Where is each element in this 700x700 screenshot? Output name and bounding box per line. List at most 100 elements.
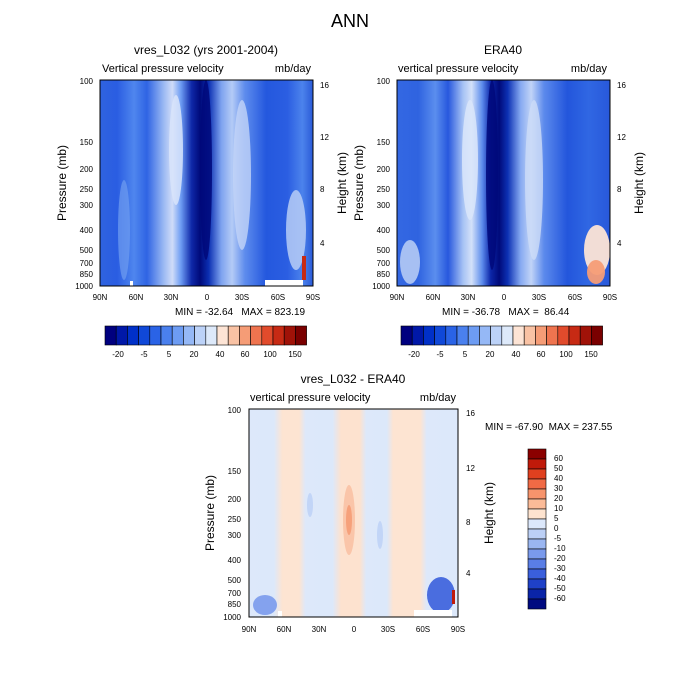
figure-title: ANN	[331, 11, 369, 31]
colorbar-swatch	[546, 325, 559, 346]
colorbar-label: 5	[463, 350, 468, 359]
panel-model-colorbar-labels: -20 -5 5 20 40 60 100 150	[112, 350, 302, 359]
colorbar-swatch	[115, 325, 128, 346]
panel-obs-stats: MIN = -36.78 MAX = 86.44	[442, 307, 570, 318]
y-tick-label: 200	[228, 495, 242, 504]
colorbar-swatch	[261, 325, 274, 346]
panel-model: vres_L032 (yrs 2001-2004) Vertical press…	[55, 43, 349, 359]
y-tick-label: 100	[228, 406, 242, 415]
colorbar-swatch	[283, 325, 296, 346]
panel-diff-y2-ticks: 16 12 8 4	[466, 409, 475, 578]
field-contour	[253, 595, 277, 615]
x-tick-label: 0	[502, 293, 507, 302]
colorbar-swatch	[479, 325, 491, 346]
y2-tick-label: 16	[466, 409, 475, 418]
panel-diff-subtitle-left: vertical pressure velocity	[250, 392, 371, 404]
colorbar-swatch	[527, 458, 547, 470]
x-tick-label: 60N	[129, 293, 144, 302]
field-extreme-region	[452, 590, 455, 604]
x-tick-label: 60S	[271, 293, 285, 302]
y-tick-label: 250	[377, 185, 391, 194]
colorbar-swatch	[527, 508, 547, 520]
colorbar-swatch	[591, 325, 603, 346]
colorbar-swatch	[434, 325, 447, 346]
panel-obs-y-ticks: 100 150 200 250 300 400 500 700 850 1000	[372, 77, 390, 291]
field-contour	[233, 100, 251, 250]
field-contour	[169, 95, 183, 205]
colorbar-label: 40	[216, 350, 225, 359]
panel-model-subtitle-left: Vertical pressure velocity	[102, 63, 224, 75]
y-tick-label: 850	[228, 600, 242, 609]
colorbar-label: -60	[554, 594, 566, 603]
colorbar-swatch	[104, 325, 117, 346]
colorbar-swatch	[535, 325, 547, 346]
y-tick-label: 300	[80, 201, 94, 210]
colorbar-label: 150	[288, 350, 302, 359]
field-contour	[286, 190, 306, 270]
colorbar-swatch	[467, 325, 480, 346]
panel-model-title: vres_L032 (yrs 2001-2004)	[134, 43, 278, 57]
colorbar-swatch	[527, 518, 547, 530]
colorbar-swatch	[527, 568, 547, 580]
panel-model-field	[100, 80, 313, 286]
field-contour	[486, 80, 498, 270]
y-tick-label: 400	[377, 226, 391, 235]
y-tick-label: 300	[228, 531, 242, 540]
panel-obs-frame	[396, 79, 611, 287]
x-tick-label: 30S	[381, 625, 395, 634]
field-missing-region	[278, 611, 282, 617]
y-tick-label: 150	[228, 467, 242, 476]
y-tick-label: 700	[228, 589, 242, 598]
colorbar-swatch	[138, 325, 151, 346]
colorbar-label: -50	[554, 584, 566, 593]
y2-tick-label: 8	[320, 185, 325, 194]
y-tick-label: 100	[80, 77, 94, 86]
x-tick-label: 30S	[532, 293, 546, 302]
colorbar-swatch	[527, 548, 547, 560]
panel-diff-ylabel: Pressure (mb)	[203, 475, 217, 551]
x-tick-label: 60S	[416, 625, 430, 634]
colorbar-swatch	[149, 325, 162, 346]
colorbar-swatch	[527, 498, 547, 510]
colorbar-label: 100	[559, 350, 573, 359]
field-missing-region	[265, 280, 303, 286]
colorbar-label: -5	[554, 534, 562, 543]
x-tick-label: 0	[352, 625, 357, 634]
panel-model-ylabel-right: Height (km)	[335, 152, 349, 214]
field-contour	[427, 577, 455, 613]
y-tick-label: 1000	[75, 282, 93, 291]
colorbar-label: 100	[263, 350, 277, 359]
panel-diff-ylabel-right: Height (km)	[482, 482, 496, 544]
y-tick-label: 500	[377, 246, 391, 255]
panel-obs-field	[397, 80, 610, 286]
colorbar-label: -20	[554, 554, 566, 563]
x-tick-label: 60N	[426, 293, 441, 302]
colorbar-swatch	[411, 325, 424, 346]
panel-diff-frame	[248, 408, 459, 618]
x-tick-label: 90S	[451, 625, 465, 634]
colorbar-label: 5	[167, 350, 172, 359]
y2-tick-label: 4	[466, 569, 471, 578]
field-extreme-region	[302, 256, 306, 280]
panel-obs-colorbar-labels: -20 -5 5 20 40 60 100 150	[408, 350, 598, 359]
panel-obs-ylabel-right: Height (km)	[632, 152, 646, 214]
colorbar-label: -10	[554, 544, 566, 553]
y2-tick-label: 16	[617, 81, 626, 90]
field-contour	[584, 225, 610, 275]
panel-diff-stats: MIN = -67.90 MAX = 237.55	[485, 422, 613, 433]
x-tick-label: 30S	[235, 293, 249, 302]
colorbar-swatch	[527, 578, 547, 590]
x-tick-label: 90S	[306, 293, 320, 302]
colorbar-swatch	[527, 478, 547, 490]
y-tick-label: 1000	[223, 613, 241, 622]
colorbar-swatch	[512, 325, 525, 346]
x-tick-label: 60S	[568, 293, 582, 302]
panel-obs-subtitle-right: mb/day	[571, 63, 608, 75]
y-tick-label: 700	[377, 259, 391, 268]
field-background	[397, 80, 610, 286]
colorbar-swatch	[272, 325, 285, 346]
colorbar-swatch	[527, 448, 547, 460]
colorbar-swatch	[527, 468, 547, 480]
panel-obs-colorbar	[400, 325, 603, 346]
panel-diff-title: vres_L032 - ERA40	[301, 372, 406, 386]
